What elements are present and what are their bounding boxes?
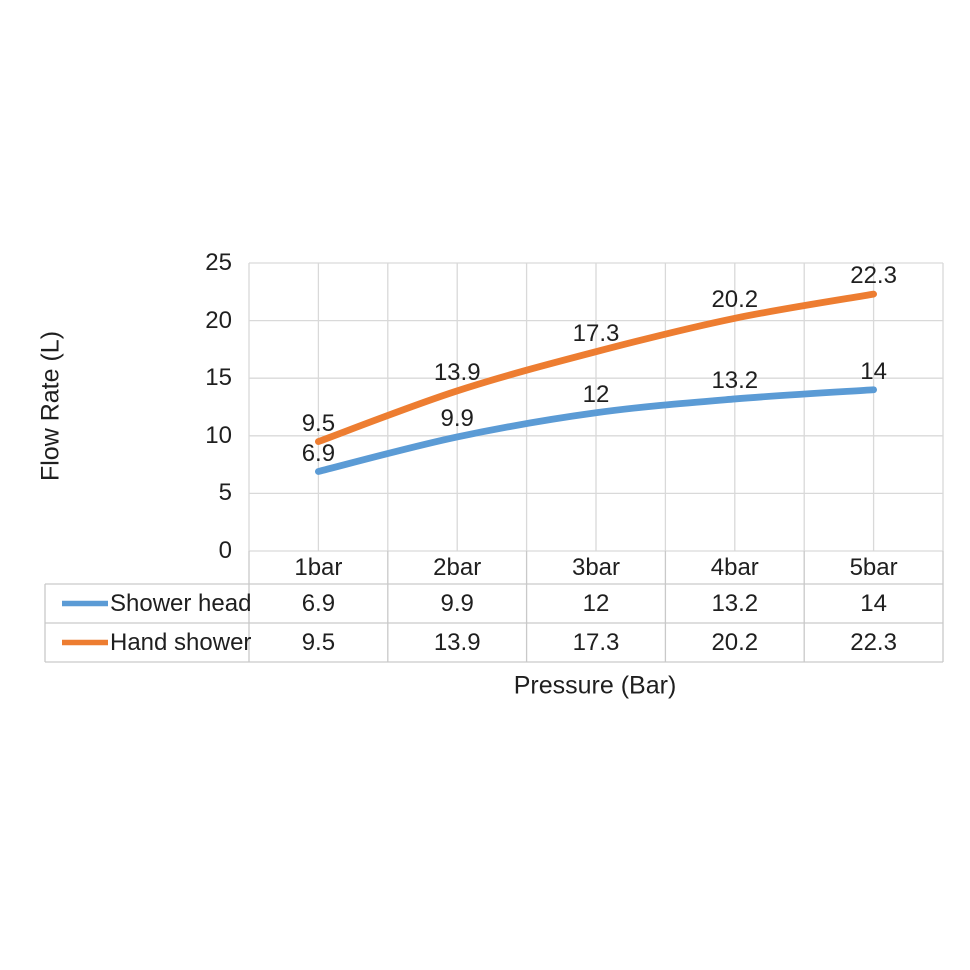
series-line-hand-shower <box>315 290 877 445</box>
table-cell-shower-head: 9.9 <box>440 589 474 617</box>
data-label-shower-head: 13.2 <box>711 366 759 394</box>
x-category-label: 5bar <box>849 554 898 581</box>
data-label-shower-head: 12 <box>582 380 610 408</box>
data-label-shower-head: 9.9 <box>440 404 474 432</box>
table-cell-hand-shower: 20.2 <box>711 628 759 656</box>
data-label-hand-shower: 20.2 <box>711 286 759 314</box>
x-category-label: 3bar <box>571 554 621 581</box>
data-label-hand-shower: 22.3 <box>850 262 897 290</box>
y-tick-label: 10 <box>205 421 232 449</box>
legend-label-hand-shower: Hand shower <box>110 628 252 656</box>
table-cell-shower-head: 13.2 <box>711 589 759 617</box>
x-category-label: 1bar <box>294 554 343 581</box>
y-axis-title: Flow Rate (L) <box>36 330 65 482</box>
table-cell-shower-head: 14 <box>860 589 887 617</box>
y-tick-label: 15 <box>205 364 232 392</box>
table-cell-hand-shower: 9.5 <box>301 628 336 656</box>
x-axis-title: Pressure (Bar) <box>513 671 677 700</box>
legend-label-shower-head: Shower head <box>110 589 252 617</box>
data-label-hand-shower: 17.3 <box>572 319 620 347</box>
x-category-label: 4bar <box>710 554 759 581</box>
table-cell-hand-shower: 13.9 <box>433 628 481 656</box>
data-label-hand-shower: 9.5 <box>301 409 336 437</box>
x-category-label: 2bar <box>433 554 482 581</box>
y-tick-label: 25 <box>205 249 232 276</box>
y-tick-label: 20 <box>205 306 232 334</box>
table-cell-hand-shower: 17.3 <box>572 628 620 656</box>
data-label-shower-head: 6.9 <box>301 439 336 467</box>
y-tick-label: 5 <box>218 479 232 507</box>
table-cell-hand-shower: 22.3 <box>850 628 897 656</box>
data-label-shower-head: 14 <box>860 357 887 385</box>
series-line-shower-head <box>315 386 877 475</box>
y-tick-label: 0 <box>218 537 232 564</box>
table-cell-shower-head: 6.9 <box>301 589 336 617</box>
table-cell-shower-head: 12 <box>582 589 610 617</box>
data-label-hand-shower: 13.9 <box>433 358 481 386</box>
